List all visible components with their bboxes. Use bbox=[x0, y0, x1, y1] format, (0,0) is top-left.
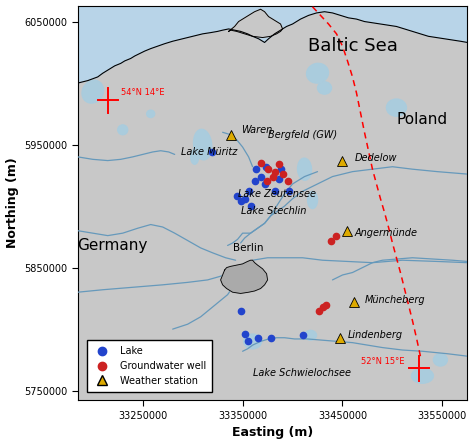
Text: Berlin: Berlin bbox=[233, 243, 263, 253]
Text: Müncheberg: Müncheberg bbox=[365, 295, 425, 304]
Ellipse shape bbox=[307, 63, 328, 83]
Text: Lake Müritz: Lake Müritz bbox=[181, 147, 237, 157]
Polygon shape bbox=[228, 9, 283, 37]
Text: Baltic Sea: Baltic Sea bbox=[308, 37, 397, 55]
Polygon shape bbox=[220, 260, 268, 293]
Ellipse shape bbox=[304, 330, 317, 340]
Text: Lake Schwielochsee: Lake Schwielochsee bbox=[253, 368, 351, 378]
Polygon shape bbox=[78, 5, 467, 83]
Y-axis label: Northing (m): Northing (m) bbox=[6, 158, 18, 248]
Ellipse shape bbox=[118, 125, 128, 135]
Text: Dedelow: Dedelow bbox=[355, 153, 397, 163]
Text: Poland: Poland bbox=[397, 113, 448, 127]
Text: Lake Zeutensee: Lake Zeutensee bbox=[237, 189, 316, 199]
Ellipse shape bbox=[82, 80, 103, 103]
Ellipse shape bbox=[433, 354, 447, 366]
Text: Bergfeld (GW): Bergfeld (GW) bbox=[268, 130, 337, 140]
Text: 54°N 14°E: 54°N 14°E bbox=[121, 89, 164, 97]
Text: Lindenberg: Lindenberg bbox=[347, 330, 402, 340]
Text: 52°N 15°E: 52°N 15°E bbox=[362, 356, 405, 365]
X-axis label: Easting (m): Easting (m) bbox=[232, 426, 313, 440]
Text: Waren: Waren bbox=[241, 125, 272, 135]
Ellipse shape bbox=[386, 99, 406, 116]
Ellipse shape bbox=[411, 368, 433, 383]
Ellipse shape bbox=[147, 110, 155, 117]
Ellipse shape bbox=[298, 158, 311, 180]
Ellipse shape bbox=[244, 334, 262, 349]
Ellipse shape bbox=[318, 82, 331, 94]
Ellipse shape bbox=[308, 191, 318, 209]
Text: Angermünde: Angermünde bbox=[355, 228, 418, 238]
Legend: Lake, Groundwater well, Weather station: Lake, Groundwater well, Weather station bbox=[87, 340, 212, 392]
Ellipse shape bbox=[191, 150, 199, 164]
Ellipse shape bbox=[193, 129, 212, 160]
Text: Lake Stechlin: Lake Stechlin bbox=[241, 206, 306, 216]
Text: Germany: Germany bbox=[78, 238, 148, 253]
